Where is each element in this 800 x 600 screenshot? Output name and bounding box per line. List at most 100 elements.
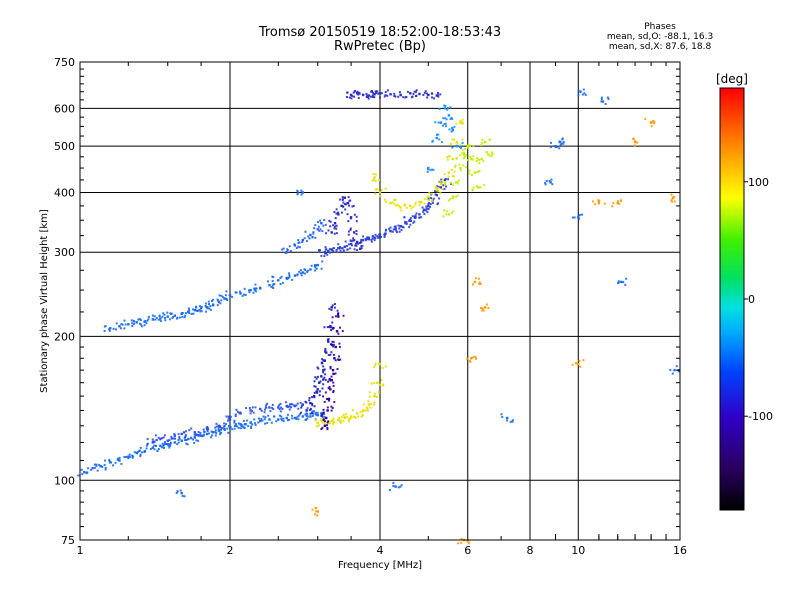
data-point — [451, 138, 454, 141]
data-point — [472, 356, 475, 359]
data-point — [170, 435, 173, 438]
data-point — [349, 93, 353, 97]
data-point — [306, 415, 309, 418]
data-point — [179, 489, 182, 492]
data-point — [389, 229, 392, 232]
data-point — [101, 465, 104, 468]
data-point — [342, 201, 345, 204]
data-point — [159, 317, 162, 320]
data-point — [349, 216, 353, 219]
data-point — [295, 418, 298, 421]
data-point — [152, 440, 155, 443]
data-point — [327, 380, 330, 383]
data-point — [149, 448, 152, 451]
data-point — [271, 279, 274, 282]
data-point — [444, 122, 447, 125]
data-point — [340, 247, 343, 250]
data-point — [312, 231, 315, 234]
data-point — [319, 418, 322, 421]
data-point — [431, 202, 434, 205]
data-point — [461, 118, 464, 121]
data-point — [404, 222, 407, 225]
data-point — [266, 421, 269, 424]
data-point — [429, 203, 432, 206]
data-point — [329, 353, 332, 356]
data-point — [384, 229, 387, 232]
data-point — [261, 419, 264, 422]
data-point — [254, 283, 257, 286]
data-point — [326, 426, 329, 429]
data-point — [321, 358, 324, 361]
data-point — [151, 446, 155, 449]
scatter-series — [311, 118, 676, 545]
data-point — [670, 199, 673, 202]
data-point — [562, 140, 565, 143]
data-point — [673, 368, 676, 372]
data-point — [357, 93, 360, 96]
data-point — [314, 269, 317, 272]
data-point — [224, 294, 227, 297]
data-point — [375, 396, 378, 399]
x-tick-label: 10 — [571, 544, 585, 557]
data-point — [330, 405, 333, 408]
data-point — [448, 155, 451, 158]
data-point — [323, 368, 326, 371]
data-point — [288, 418, 291, 421]
data-point — [279, 283, 282, 286]
data-point — [252, 411, 255, 414]
data-point — [163, 313, 166, 316]
data-point — [320, 222, 323, 225]
axes: 1 2 4 6 8 10 16 75 100 200 300 400 500 600 750 Frequenc… — [39, 56, 687, 571]
data-point — [430, 168, 433, 171]
data-point — [456, 181, 459, 184]
data-point — [308, 399, 311, 402]
data-point — [338, 417, 341, 420]
data-point — [450, 211, 453, 214]
data-point — [426, 96, 429, 99]
data-point — [425, 209, 428, 212]
data-point — [81, 473, 84, 476]
data-point — [338, 345, 341, 348]
data-point — [332, 353, 335, 356]
data-point — [447, 171, 451, 174]
data-point — [288, 403, 291, 406]
data-point — [462, 121, 465, 124]
data-point — [606, 96, 609, 99]
data-point — [123, 327, 126, 330]
data-point — [332, 391, 335, 394]
data-point — [582, 88, 585, 91]
data-point — [371, 94, 374, 97]
data-point — [314, 513, 317, 516]
data-point — [391, 230, 394, 233]
data-point — [384, 187, 387, 190]
data-point — [322, 408, 325, 411]
data-point — [355, 92, 359, 95]
data-point — [178, 436, 181, 439]
data-point — [337, 211, 340, 214]
data-point — [297, 414, 300, 417]
data-point — [459, 121, 462, 124]
data-point — [342, 250, 345, 253]
data-point — [442, 215, 445, 218]
data-point — [296, 190, 299, 193]
data-point — [346, 248, 349, 251]
data-point — [469, 155, 472, 158]
data-point — [316, 510, 319, 513]
data-point — [414, 214, 417, 217]
data-point — [578, 359, 581, 362]
data-point — [254, 424, 257, 427]
data-point — [306, 417, 309, 420]
data-point — [324, 391, 327, 394]
data-point — [559, 143, 562, 146]
data-point — [319, 414, 322, 417]
data-point — [350, 244, 353, 247]
data-point — [145, 444, 148, 447]
data-point — [500, 413, 503, 416]
data-point — [443, 188, 446, 191]
data-point — [268, 283, 271, 287]
data-point — [265, 404, 268, 407]
data-point — [198, 305, 201, 308]
data-point — [139, 453, 142, 456]
data-point — [364, 237, 367, 240]
data-point — [255, 287, 258, 290]
